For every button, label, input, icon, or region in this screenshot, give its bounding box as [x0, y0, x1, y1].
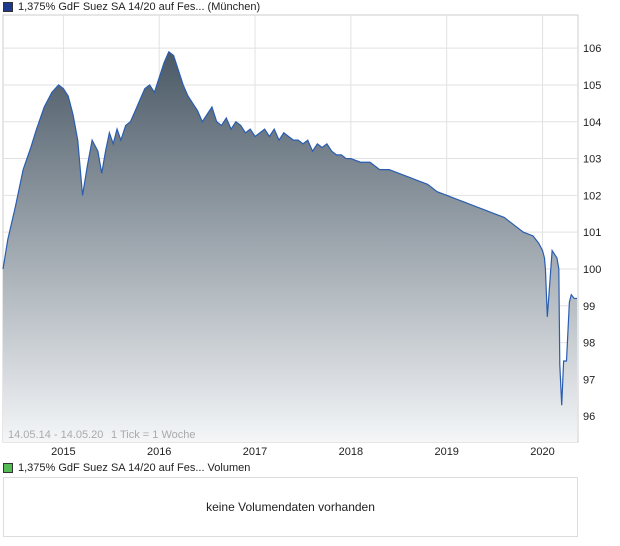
y-tick-label: 105: [583, 80, 601, 92]
x-axis: 2015 2016 2017 2018 2019 2020: [51, 446, 555, 458]
y-tick-label: 98: [583, 338, 595, 350]
y-tick-label: 97: [583, 374, 595, 386]
volume-legend: 1,375% GdF Suez SA 14/20 auf Fes... Volu…: [3, 461, 250, 475]
date-range-label: 14.05.14 - 14.05.20: [8, 429, 103, 441]
y-tick-label: 101: [583, 227, 601, 239]
volume-panel: keine Volumendaten vorhanden: [3, 477, 578, 537]
x-tick-label: 2017: [243, 446, 267, 458]
x-tick-label: 2018: [339, 446, 363, 458]
x-tick-label: 2019: [434, 446, 458, 458]
y-tick-label: 96: [583, 411, 595, 423]
price-area: [3, 51, 578, 443]
y-tick-label: 106: [583, 43, 601, 55]
x-tick-label: 2015: [51, 446, 75, 458]
y-axis: 96 97 98 99 100 101 102 103 104 105 106: [583, 43, 601, 423]
volume-empty-message: keine Volumendaten vorhanden: [206, 500, 375, 514]
volume-legend-swatch: [3, 463, 13, 473]
price-legend-label: 1,375% GdF Suez SA 14/20 auf Fes... (Mün…: [18, 1, 261, 13]
y-tick-label: 102: [583, 190, 601, 202]
tick-info-label: 1 Tick = 1 Woche: [111, 429, 195, 441]
price-line: [2, 50, 578, 406]
price-legend: 1,375% GdF Suez SA 14/20 auf Fes... (Mün…: [3, 0, 260, 14]
price-legend-swatch: [3, 2, 13, 12]
y-tick-label: 104: [583, 117, 601, 129]
x-tick-label: 2020: [530, 446, 554, 458]
y-tick-label: 99: [583, 301, 595, 313]
volume-legend-label: 1,375% GdF Suez SA 14/20 auf Fes... Volu…: [18, 462, 251, 474]
y-tick-label: 103: [583, 154, 601, 166]
x-tick-label: 2016: [147, 446, 171, 458]
y-tick-label: 100: [583, 264, 601, 276]
